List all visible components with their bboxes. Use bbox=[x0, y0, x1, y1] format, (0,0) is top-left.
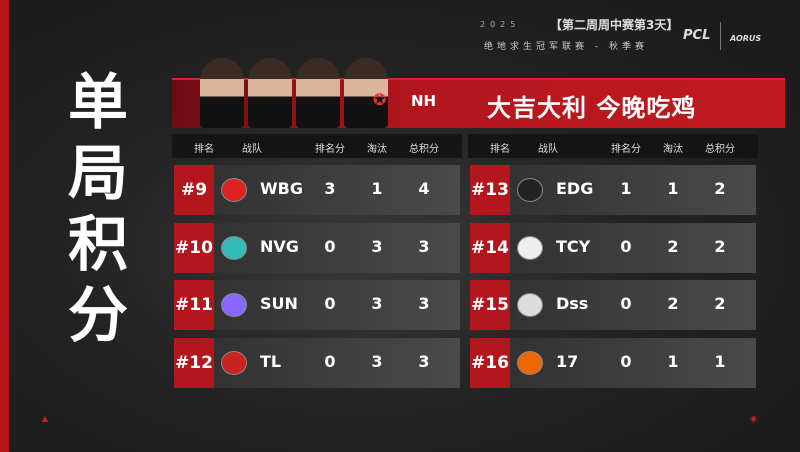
aorus-logo: AORUS bbox=[730, 34, 762, 43]
table-row: #9 WBG 3 1 4 bbox=[174, 165, 460, 215]
team-name: 17 bbox=[556, 352, 579, 371]
dss-logo-icon bbox=[517, 293, 543, 317]
col-elims: 淘汰 bbox=[367, 144, 387, 155]
pcl-logo: PCL bbox=[683, 28, 711, 43]
team-name: EDG bbox=[556, 179, 594, 198]
tcy-logo-icon bbox=[517, 236, 543, 260]
placement-points: 0 bbox=[620, 294, 632, 313]
tyloo-logo-icon bbox=[221, 351, 247, 375]
team-name: Dss bbox=[556, 294, 589, 313]
eliminations: 3 bbox=[371, 294, 383, 313]
rank: #14 bbox=[470, 223, 510, 273]
table-header-left: 排名 战队 排名分 淘汰 总积分 bbox=[172, 134, 462, 158]
player-photo bbox=[296, 58, 340, 128]
col-rank: 排名 bbox=[490, 144, 510, 155]
nvg-wings-logo-icon bbox=[221, 236, 247, 260]
table-row: #11 SUN 0 3 3 bbox=[174, 280, 460, 330]
team-name: SUN bbox=[260, 294, 298, 313]
total-points: 2 bbox=[714, 237, 726, 256]
total-points: 3 bbox=[418, 237, 430, 256]
col-elims: 淘汰 bbox=[663, 144, 683, 155]
col-place-pts: 排名分 bbox=[611, 144, 641, 155]
placement-points: 1 bbox=[620, 179, 632, 198]
col-place-pts: 排名分 bbox=[315, 144, 345, 155]
col-team: 战队 bbox=[242, 144, 262, 155]
rank: #13 bbox=[470, 165, 510, 215]
table-header-right: 排名 战队 排名分 淘汰 总积分 bbox=[468, 134, 758, 158]
placement-points: 0 bbox=[324, 294, 336, 313]
table-row: #16 17 0 1 1 bbox=[470, 338, 756, 388]
team-name: WBG bbox=[260, 179, 303, 198]
total-points: 4 bbox=[418, 179, 430, 198]
eliminations: 1 bbox=[667, 179, 679, 198]
placement-points: 3 bbox=[324, 179, 336, 198]
divider bbox=[720, 22, 721, 50]
placement-points: 0 bbox=[324, 237, 336, 256]
winner-team: NH bbox=[411, 92, 437, 110]
player-photo bbox=[248, 58, 292, 128]
player-photo bbox=[344, 58, 388, 128]
table-row: #15 Dss 0 2 2 bbox=[470, 280, 756, 330]
rank: #12 bbox=[174, 338, 214, 388]
team-name: TL bbox=[260, 352, 282, 371]
total-points: 3 bbox=[418, 294, 430, 313]
table-row: #10 NVG 0 3 3 bbox=[174, 223, 460, 273]
table-row: #13 EDG 1 1 2 bbox=[470, 165, 756, 215]
col-total: 总积分 bbox=[409, 144, 439, 155]
total-points: 2 bbox=[714, 294, 726, 313]
col-team: 战队 bbox=[538, 144, 558, 155]
year: 2025 bbox=[480, 20, 521, 29]
col-rank: 排名 bbox=[194, 144, 214, 155]
rank: #15 bbox=[470, 280, 510, 330]
total-points: 3 bbox=[418, 352, 430, 371]
table-row: #14 TCY 0 2 2 bbox=[470, 223, 756, 273]
total-points: 2 bbox=[714, 179, 726, 198]
player-photo bbox=[200, 58, 244, 128]
placement-points: 0 bbox=[620, 237, 632, 256]
page-title: 单局积分 bbox=[68, 68, 128, 351]
total-points: 1 bbox=[714, 352, 726, 371]
footer-icon: ▲ bbox=[42, 414, 49, 423]
table-row: #12 TL 0 3 3 bbox=[174, 338, 460, 388]
rank: #16 bbox=[470, 338, 510, 388]
team-name: TCY bbox=[556, 237, 591, 256]
placement-points: 0 bbox=[620, 352, 632, 371]
location-icon: ◉ bbox=[750, 414, 757, 423]
eliminations: 3 bbox=[371, 352, 383, 371]
eliminations: 2 bbox=[667, 294, 679, 313]
slogan: 大吉大利 今晚吃鸡 bbox=[487, 94, 697, 122]
accent-strip bbox=[0, 0, 9, 452]
eliminations: 3 bbox=[371, 237, 383, 256]
rank: #11 bbox=[174, 280, 214, 330]
nh-logo-icon: ✪ bbox=[373, 90, 387, 109]
placement-points: 0 bbox=[324, 352, 336, 371]
stage-title: 【第二周周中赛第3天】 bbox=[550, 18, 679, 32]
player-photos bbox=[200, 58, 388, 128]
team-name: NVG bbox=[260, 237, 299, 256]
sun-logo-icon bbox=[221, 293, 247, 317]
league-name: 绝地求生冠军联赛 - 秋季赛 bbox=[484, 42, 648, 52]
edg-logo-icon bbox=[517, 178, 543, 202]
rank: #9 bbox=[174, 165, 214, 215]
col-total: 总积分 bbox=[705, 144, 735, 155]
eliminations: 2 bbox=[667, 237, 679, 256]
17-logo-icon bbox=[517, 351, 543, 375]
eliminations: 1 bbox=[371, 179, 383, 198]
weibo-gaming-logo-icon bbox=[221, 178, 247, 202]
eliminations: 1 bbox=[667, 352, 679, 371]
rank: #10 bbox=[174, 223, 214, 273]
